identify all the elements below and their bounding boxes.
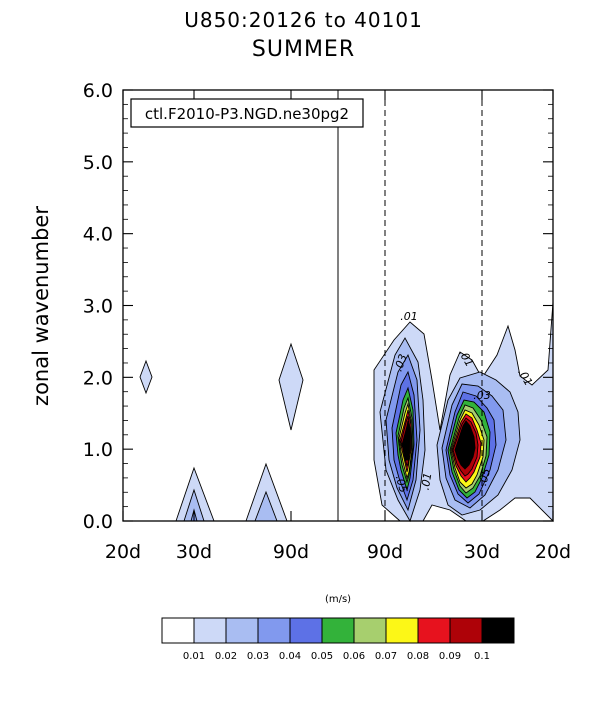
legend: ctl.F2010-P3.NGD.ne30pg2 (130, 98, 364, 128)
contour-label: .01 (419, 472, 435, 491)
legend-label: ctl.F2010-P3.NGD.ne30pg2 (145, 105, 349, 123)
contour-label: .01 (400, 310, 418, 323)
colorbar-box (321, 617, 355, 644)
colorbar: (m/s) 0.01 0.02 0.03 0.04 0.05 0.06 0.07 0.08 0.0… (161, 594, 515, 662)
colorbar-box (417, 617, 451, 644)
colorbar-label: 0.07 (375, 651, 397, 662)
y-tick-label: 2.0 (83, 367, 113, 389)
units-label: (m/s) (325, 594, 351, 605)
y-tick-label: 0.0 (83, 511, 113, 533)
colorbar-box (385, 617, 419, 644)
x-tick-label: 90d (273, 541, 309, 563)
colorbar-box (257, 617, 291, 644)
colorbar-label: 0.01 (183, 651, 205, 662)
colorbar-label: 0.08 (407, 651, 429, 662)
colorbar-box (449, 617, 483, 644)
x-tick-label: 30d (464, 541, 500, 563)
contour-fill-left-1 (139, 359, 153, 395)
contour-fill-cellB-10 (454, 420, 476, 470)
colorbar-label: 0.02 (215, 651, 237, 662)
colorbar-box (193, 617, 227, 644)
x-tick-label: 20d (105, 541, 141, 563)
y-tick-label: 3.0 (83, 296, 113, 318)
colorbar-box (289, 617, 323, 644)
x-tick-label: 90d (367, 541, 403, 563)
contour-fill-left-2 (278, 342, 304, 431)
contour-label: .05 (476, 467, 493, 487)
colorbar-label: 0.05 (311, 651, 333, 662)
chart-title: U850:20126 to 40101 (184, 8, 423, 32)
contour-labels: .01.03.01.05.01.03.05.01 (392, 310, 535, 494)
colorbar-box (161, 617, 195, 644)
contour-fills (139, 301, 554, 523)
y-tick-label: 1.0 (83, 439, 113, 461)
y-tick-label: 5.0 (83, 152, 113, 174)
colorbar-box (353, 617, 387, 644)
contour-label: .03 (392, 352, 410, 373)
axes: 0.0 1.0 2.0 3.0 4.0 5.0 6.0 zonal wavenumber 20d… (29, 80, 571, 563)
contour-fill-cellA-10 (401, 420, 411, 461)
colorbar-label: 0.03 (247, 651, 269, 662)
colorbar-label: 0.04 (279, 651, 301, 662)
reference-lines (337, 90, 483, 521)
contour-label: .03 (473, 389, 491, 402)
y-axis-label: zonal wavenumber (29, 206, 53, 406)
chart-subtitle: SUMMER (251, 37, 356, 62)
y-tick-label: 6.0 (83, 80, 113, 102)
x-tick-label: 30d (176, 541, 212, 563)
colorbar-label: 0.09 (439, 651, 461, 662)
colorbar-box (225, 617, 259, 644)
colorbar-box (481, 617, 515, 644)
colorbar-label: 0.1 (474, 651, 490, 662)
contour-label: .05 (393, 474, 410, 494)
y-tick-label: 4.0 (83, 224, 113, 246)
legend-box (130, 98, 364, 128)
x-tick-label: 20d (535, 541, 571, 563)
colorbar-label: 0.06 (343, 651, 365, 662)
